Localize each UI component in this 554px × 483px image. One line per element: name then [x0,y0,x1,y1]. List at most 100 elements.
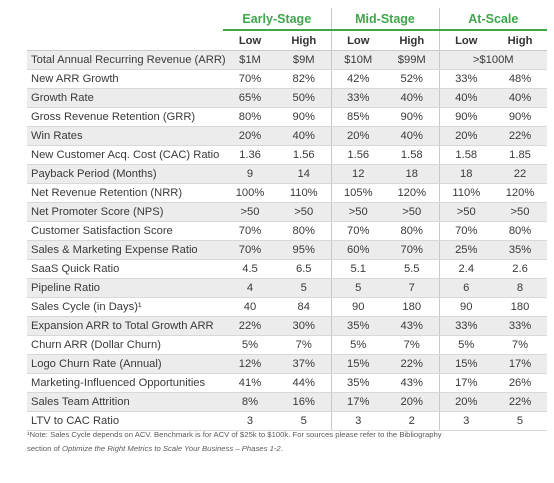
value-cell: 90 [330,297,385,317]
value-cell: 60% [330,240,385,260]
value-cell: 1.58 [438,145,494,165]
value-cell: 120% [385,183,440,203]
metric-label: Sales Cycle (in Days)¹ [27,297,223,317]
value-cell: 17% [438,373,494,393]
value-cell: 22% [223,316,277,336]
metric-label: LTV to CAC Ratio [27,411,223,431]
value-cell: 90% [385,107,440,127]
value-cell: 5 [493,411,548,431]
value-cell: $10M [330,50,385,70]
value-cell: 3 [330,411,385,431]
subheader-mid-low: Low [330,30,385,51]
metric-label: Logo Churn Rate (Annual) [27,354,223,374]
metric-label: Net Promoter Score (NPS) [27,202,223,222]
stage-header-mid: Mid-Stage [330,8,440,31]
value-cell: 5.1 [330,259,385,279]
value-cell: 44% [277,373,331,393]
value-cell: 41% [223,373,277,393]
value-cell: 40% [385,126,440,146]
table-row: Sales Cycle (in Days)¹ 40 84 90 180 90 180 [27,297,548,317]
value-cell: 43% [385,373,440,393]
value-cell: 14 [277,164,331,184]
value-cell: 48% [493,69,548,89]
value-cell: 12 [330,164,385,184]
value-cell: 7% [385,335,440,355]
value-cell: 70% [223,221,277,241]
value-cell: 5 [330,278,385,298]
metric-label: Win Rates [27,126,223,146]
subheader-corner [27,30,223,51]
table-row: New Customer Acq. Cost (CAC) Ratio 1.36 1.… [27,145,548,165]
value-cell: 5 [277,278,331,298]
value-cell: 1.56 [277,145,331,165]
value-cell: 20% [223,126,277,146]
value-cell: 15% [438,354,494,374]
value-cell: 180 [493,297,548,317]
value-cell: >50 [438,202,494,222]
stage-header-scale: At-Scale [438,8,548,31]
value-cell: 2.6 [493,259,548,279]
value-cell: 90% [493,107,548,127]
value-cell: >50 [330,202,385,222]
footnote-prefix: section of [27,444,63,453]
metric-label: Churn ARR (Dollar Churn) [27,335,223,355]
value-cell: >50 [277,202,331,222]
value-cell: 30% [277,316,331,336]
value-cell: 8 [493,278,548,298]
table-row: Gross Revenue Retention (GRR) 80% 90% 85% 90… [27,107,548,127]
value-cell: $99M [385,50,440,70]
value-cell: 17% [493,354,548,374]
value-cell: 1.56 [330,145,385,165]
value-cell: 5% [223,335,277,355]
metric-label: Expansion ARR to Total Growth ARR [27,316,223,336]
value-cell: 5 [277,411,331,431]
metric-label: Gross Revenue Retention (GRR) [27,107,223,127]
table-row: Net Promoter Score (NPS) >50 >50 >50 >50 >50 >… [27,202,548,222]
table-row: SaaS Quick Ratio 4.5 6.5 5.1 5.5 2.4 2.6 [27,259,548,279]
value-cell: 90% [438,107,494,127]
metric-label: Payback Period (Months) [27,164,223,184]
value-cell: 70% [385,240,440,260]
value-cell: 84 [277,297,331,317]
value-cell: 1.85 [493,145,548,165]
value-cell: 2 [385,411,440,431]
value-cell: 70% [330,221,385,241]
value-cell: 20% [438,392,494,412]
value-cell: 70% [438,221,494,241]
table-row: Sales & Marketing Expense Ratio 70% 95% 60%… [27,240,548,260]
table-row: Total Annual Recurring Revenue (ARR) $1M $… [27,50,548,70]
value-cell: 7% [277,335,331,355]
value-cell: 95% [277,240,331,260]
value-cell: 8% [223,392,277,412]
value-cell: 110% [277,183,331,203]
value-cell: 37% [277,354,331,374]
value-cell: 2.4 [438,259,494,279]
value-cell: 90 [438,297,494,317]
value-cell: 18 [438,164,494,184]
value-cell: 33% [438,316,494,336]
subheader-early-low: Low [223,30,277,51]
value-cell: $1M [223,50,277,70]
table-row: Marketing-Influenced Opportunities 41% 44%… [27,373,548,393]
value-cell: 105% [330,183,385,203]
value-cell: 90% [277,107,331,127]
value-cell: 40% [385,88,440,108]
value-cell: 4.5 [223,259,277,279]
metric-label: Sales Team Attrition [27,392,223,412]
subheader-early-high: High [277,30,331,51]
value-cell: 4 [223,278,277,298]
value-cell: 7 [385,278,440,298]
value-cell: 1.58 [385,145,440,165]
table-row: Win Rates 20% 40% 20% 40% 20% 22% [27,126,548,146]
value-cell: 180 [385,297,440,317]
value-cell: 70% [223,69,277,89]
table-row: Payback Period (Months) 9 14 12 18 18 22 [27,164,548,184]
value-cell: 20% [438,126,494,146]
subheader-scale-high: High [493,30,548,51]
table-row: Customer Satisfaction Score 70% 80% 70% 80% 7… [27,221,548,241]
value-cell: 17% [330,392,385,412]
value-cell: 6 [438,278,494,298]
metric-label: Total Annual Recurring Revenue (ARR) [27,50,226,70]
footnote-suffix: . [280,444,283,453]
